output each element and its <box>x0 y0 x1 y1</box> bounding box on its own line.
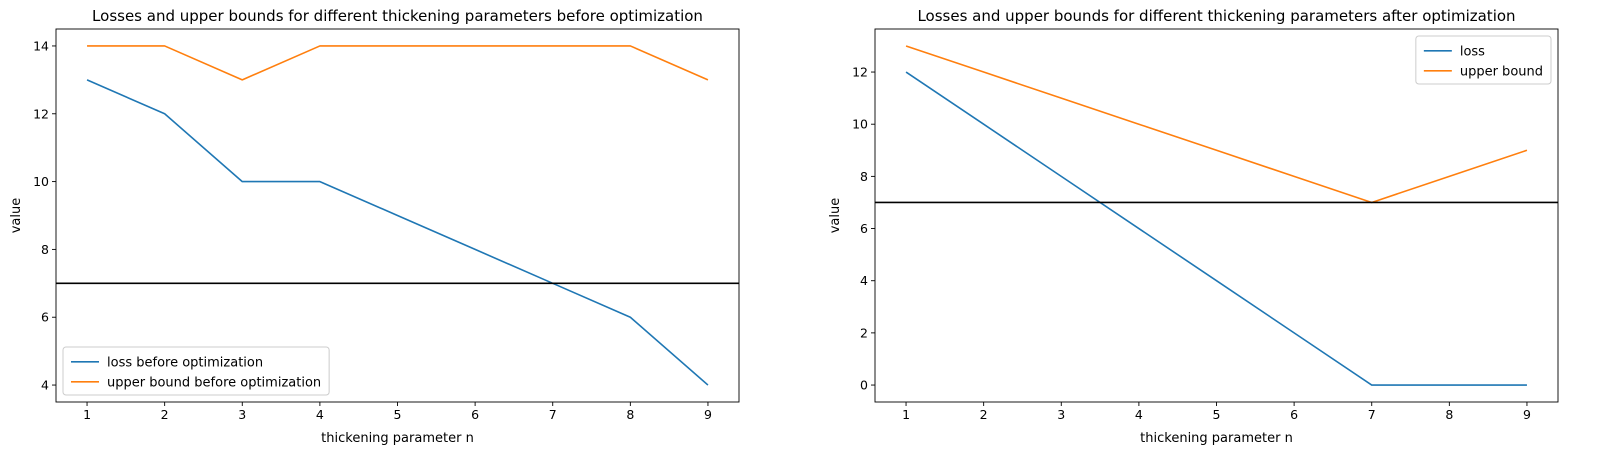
x-tick-label: 1 <box>83 407 91 422</box>
series-line-1 <box>86 79 709 386</box>
y-tick-label: 2 <box>860 325 868 340</box>
x-tick-label: 5 <box>394 407 402 422</box>
legend: loss before optimization upper bound befo… <box>62 346 330 396</box>
y-tick-label: 10 <box>33 174 49 189</box>
y-tick-label: 6 <box>860 221 868 236</box>
x-tick-label: 9 <box>1523 407 1531 422</box>
x-tick-label: 1 <box>902 407 910 422</box>
series-line-1 <box>905 71 1527 386</box>
x-tick-label: 4 <box>316 407 324 422</box>
x-axis-label: thickening parameter n <box>1140 431 1293 446</box>
x-tick-label: 3 <box>238 407 246 422</box>
x-tick-label: 6 <box>1290 407 1298 422</box>
y-tick-label: 4 <box>41 378 49 393</box>
x-axis-label: thickening parameter n <box>321 431 474 446</box>
y-axis-label: value <box>828 198 843 234</box>
legend-label: loss <box>1460 44 1485 59</box>
x-tick-label: 7 <box>1368 407 1376 422</box>
legend-box <box>62 346 330 396</box>
axes-frame <box>55 28 740 403</box>
legend-label: upper bound <box>1460 64 1543 79</box>
x-tick-label: 8 <box>626 407 634 422</box>
x-tick-label: 6 <box>471 407 479 422</box>
y-tick-label: 8 <box>41 242 49 257</box>
y-tick-label: 0 <box>860 378 868 393</box>
x-tick-label: 2 <box>980 407 988 422</box>
x-tick-label: 4 <box>1135 407 1143 422</box>
x-tick-label: 2 <box>161 407 169 422</box>
y-tick-label: 6 <box>41 310 49 325</box>
x-tick-label: 5 <box>1213 407 1221 422</box>
chart-title: Losses and upper bounds for different th… <box>917 7 1515 25</box>
legend: loss upper bound <box>1415 35 1552 85</box>
y-axis-label: value <box>9 198 24 234</box>
y-tick-label: 4 <box>860 273 868 288</box>
y-tick-label: 10 <box>852 117 868 132</box>
x-tick-label: 9 <box>704 407 712 422</box>
y-tick-label: 12 <box>852 65 868 80</box>
axes-frame <box>874 28 1559 403</box>
series-line-2 <box>905 45 1528 204</box>
chart-title: Losses and upper bounds for different th… <box>92 7 703 25</box>
legend-label: loss before optimization <box>107 355 263 370</box>
x-tick-label: 3 <box>1057 407 1065 422</box>
y-tick-label: 8 <box>860 169 868 184</box>
y-tick-label: 12 <box>33 106 49 121</box>
y-tick-label: 14 <box>33 38 49 53</box>
legend-label: upper bound before optimization <box>107 375 321 390</box>
x-tick-label: 8 <box>1445 407 1453 422</box>
chart-panel-2: Losses and upper bounds for different th… <box>828 7 1559 446</box>
legend-box <box>1415 35 1552 85</box>
series-line-2 <box>87 45 709 81</box>
x-tick-label: 7 <box>549 407 557 422</box>
chart-panel-1: Losses and upper bounds for different th… <box>9 7 740 446</box>
